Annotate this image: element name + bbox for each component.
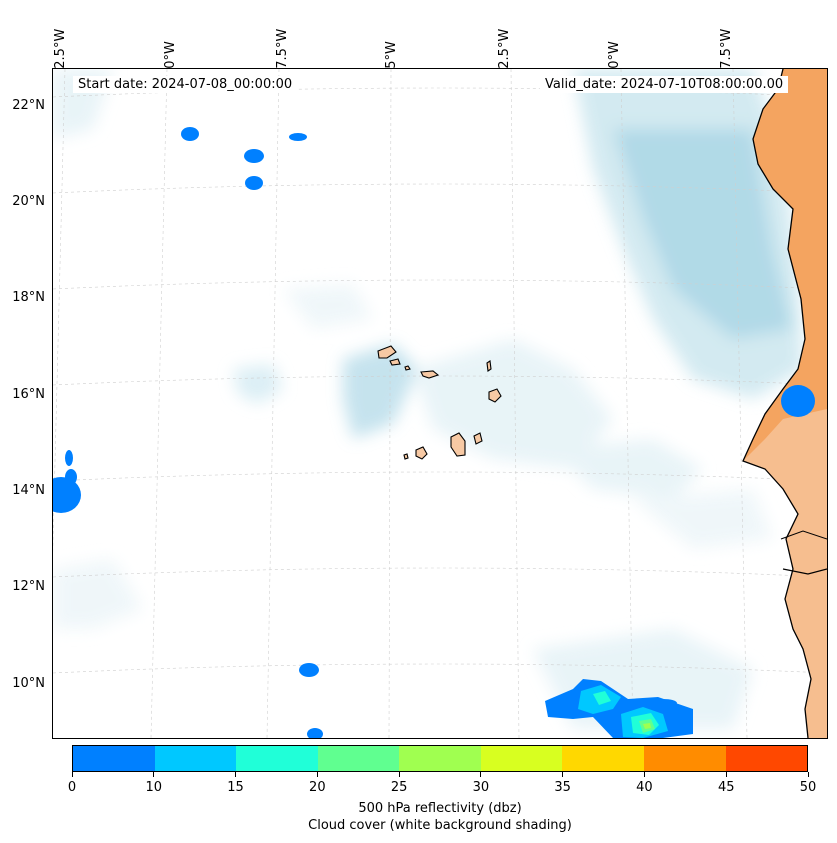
reflectivity-cell bbox=[289, 133, 307, 141]
colorbar-segment bbox=[154, 746, 237, 771]
reflectivity-cell bbox=[65, 450, 73, 466]
colorbar-tick-label: 10 bbox=[145, 780, 163, 795]
lat-label-12n: 12°N bbox=[12, 579, 45, 594]
lat-label-18n: 18°N bbox=[12, 290, 45, 305]
reflectivity-cell bbox=[593, 691, 611, 705]
lat-label-14n: 14°N bbox=[12, 483, 45, 498]
island-maio bbox=[473, 432, 483, 445]
colorbar-segment bbox=[399, 746, 481, 771]
colorbar-tick-label: 30 bbox=[472, 780, 490, 795]
reflectivity-cell bbox=[181, 127, 199, 141]
colorbar-tick-mark bbox=[807, 772, 809, 777]
island-brava bbox=[403, 453, 409, 460]
colorbar-segment bbox=[562, 746, 644, 771]
cape-verde-islands bbox=[377, 345, 502, 460]
colorbar-tick-mark bbox=[562, 772, 564, 777]
reflectivity-cell bbox=[307, 728, 323, 738]
colorbar-tick-label: 0 bbox=[67, 780, 77, 795]
colorbar-segment bbox=[643, 746, 726, 771]
island-santa-luzia bbox=[404, 365, 411, 371]
colorbar-segment bbox=[236, 746, 318, 771]
map-plot-area[interactable] bbox=[52, 68, 828, 739]
colorbar-tick-label: 40 bbox=[636, 780, 653, 795]
island-sao-vicente bbox=[389, 358, 401, 366]
start-date-label: Start date: 2024-07-08_00:00:00 bbox=[73, 76, 298, 93]
colorbar-label: 500 hPa reflectivity (dbz) bbox=[358, 801, 522, 816]
reflectivity-cell bbox=[53, 477, 81, 513]
colorbar-tick-mark bbox=[398, 772, 400, 777]
map-canvas bbox=[53, 69, 827, 738]
colorbar-sublabel: Cloud cover (white background shading) bbox=[308, 818, 572, 833]
colorbar-tick-label: 20 bbox=[309, 780, 326, 795]
colorbar-tick-label: 45 bbox=[717, 780, 735, 795]
reflectivity-cell bbox=[643, 723, 651, 729]
lat-label-16n: 16°N bbox=[12, 387, 45, 402]
reflectivity-cell bbox=[245, 176, 263, 190]
cloud-cover-shading bbox=[53, 69, 803, 729]
colorbar-tick-mark bbox=[235, 772, 237, 777]
colorbar-tick-mark bbox=[643, 772, 645, 777]
colorbar-tick-label: 25 bbox=[390, 780, 408, 795]
reflectivity-cell bbox=[649, 699, 677, 707]
reflectivity-cell bbox=[244, 149, 264, 163]
reflectivity-cell bbox=[65, 469, 77, 485]
colorbar-segment bbox=[317, 746, 400, 771]
lat-label-20n: 20°N bbox=[12, 194, 45, 209]
colorbar-tick-mark bbox=[316, 772, 318, 777]
colorbar-segment bbox=[73, 746, 155, 771]
colorbar-tick-mark bbox=[725, 772, 727, 777]
lat-label-22n: 22°N bbox=[12, 98, 45, 113]
lat-label-10n: 10°N bbox=[12, 676, 45, 691]
colorbar-segment bbox=[725, 746, 808, 771]
colorbar-tick-mark bbox=[480, 772, 482, 777]
reflectivity-colorbar bbox=[72, 745, 808, 772]
reflectivity-cell bbox=[299, 663, 319, 677]
colorbar-tick-label: 50 bbox=[799, 780, 817, 795]
island-boa-vista bbox=[488, 388, 502, 403]
colorbar-tick-mark bbox=[71, 772, 73, 777]
island-fogo bbox=[415, 446, 428, 460]
colorbar-segment bbox=[480, 746, 563, 771]
colorbar-tick-label: 35 bbox=[554, 780, 571, 795]
reflectivity-cell bbox=[781, 385, 815, 417]
island-santiago bbox=[450, 432, 466, 457]
valid-date-label: Valid_date: 2024-07-10T08:00:00.00 bbox=[540, 76, 789, 93]
island-santo-antao bbox=[377, 345, 397, 359]
island-sao-nicolau bbox=[420, 370, 440, 379]
colorbar-tick-label: 15 bbox=[227, 780, 244, 795]
island-sal bbox=[486, 360, 492, 372]
colorbar-tick-mark bbox=[153, 772, 155, 777]
reflectivity-cells bbox=[53, 127, 815, 738]
